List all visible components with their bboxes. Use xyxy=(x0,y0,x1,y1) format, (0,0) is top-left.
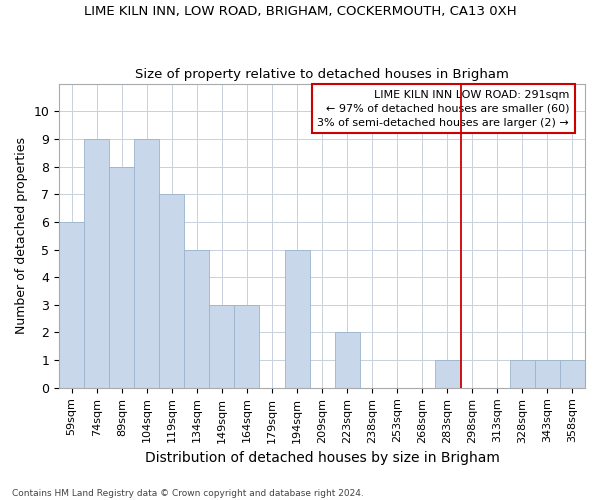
Bar xyxy=(184,250,209,388)
Bar xyxy=(510,360,535,388)
Bar xyxy=(335,332,359,388)
Bar xyxy=(59,222,84,388)
Title: Size of property relative to detached houses in Brigham: Size of property relative to detached ho… xyxy=(135,68,509,81)
Bar xyxy=(535,360,560,388)
Bar xyxy=(435,360,460,388)
Bar xyxy=(560,360,585,388)
Bar xyxy=(84,139,109,388)
Bar xyxy=(160,194,184,388)
Bar xyxy=(284,250,310,388)
Text: LIME KILN INN LOW ROAD: 291sqm
← 97% of detached houses are smaller (60)
3% of s: LIME KILN INN LOW ROAD: 291sqm ← 97% of … xyxy=(317,90,569,128)
X-axis label: Distribution of detached houses by size in Brigham: Distribution of detached houses by size … xyxy=(145,451,500,465)
Bar xyxy=(235,305,259,388)
Bar xyxy=(209,305,235,388)
Bar xyxy=(134,139,160,388)
Text: LIME KILN INN, LOW ROAD, BRIGHAM, COCKERMOUTH, CA13 0XH: LIME KILN INN, LOW ROAD, BRIGHAM, COCKER… xyxy=(83,5,517,18)
Y-axis label: Number of detached properties: Number of detached properties xyxy=(15,137,28,334)
Bar xyxy=(109,166,134,388)
Text: Contains HM Land Registry data © Crown copyright and database right 2024.: Contains HM Land Registry data © Crown c… xyxy=(12,488,364,498)
